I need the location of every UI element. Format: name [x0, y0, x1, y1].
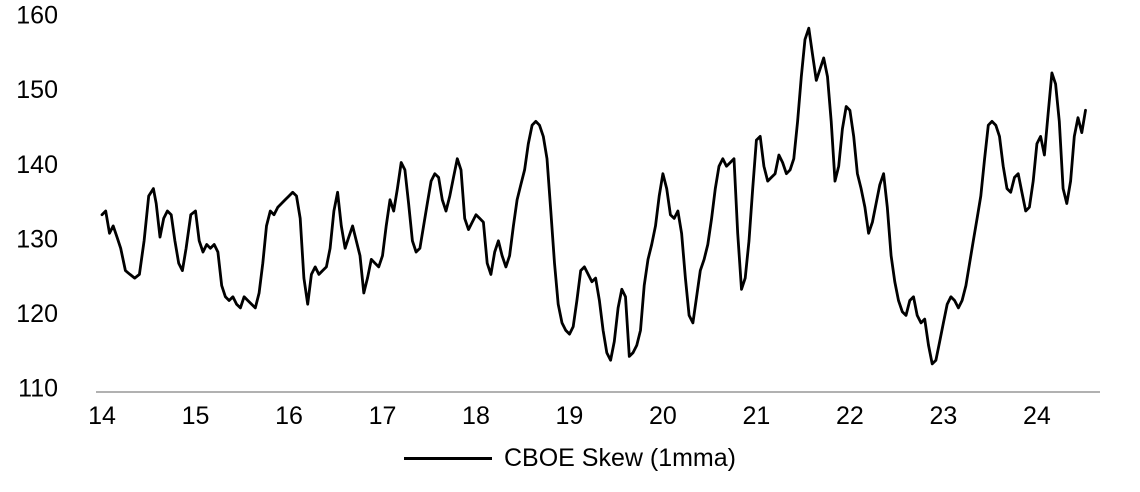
x-tick-label: 16 [275, 402, 303, 430]
legend-label: CBOE Skew (1mma) [504, 444, 736, 472]
x-tick-label: 17 [369, 402, 397, 430]
x-tick-label: 14 [88, 402, 116, 430]
skew-line [100, 26, 1087, 366]
y-tick-label: 150 [16, 76, 58, 104]
y-tick-label: 160 [16, 2, 58, 30]
x-tick-label: 22 [836, 402, 864, 430]
y-tick-label: 110 [18, 375, 58, 403]
y-tick-label: 120 [16, 300, 58, 328]
legend: CBOE Skew (1mma) [0, 446, 1140, 471]
legend-line-sample [404, 457, 492, 460]
x-tick-label: 15 [182, 402, 210, 430]
x-tick-label: 19 [556, 402, 584, 430]
x-tick-label: 24 [1023, 402, 1051, 430]
line-plot: 110 120 130 140 150 160 14 15 16 17 18 19 20 21 22 23 24 [16, 2, 1100, 430]
y-tick-label: 140 [16, 151, 58, 179]
x-tick-label: 18 [462, 402, 490, 430]
x-tick-label: 21 [743, 402, 771, 430]
x-tick-label: 20 [649, 402, 677, 430]
y-tick-label: 130 [16, 225, 58, 253]
x-tick-label: 23 [930, 402, 958, 430]
